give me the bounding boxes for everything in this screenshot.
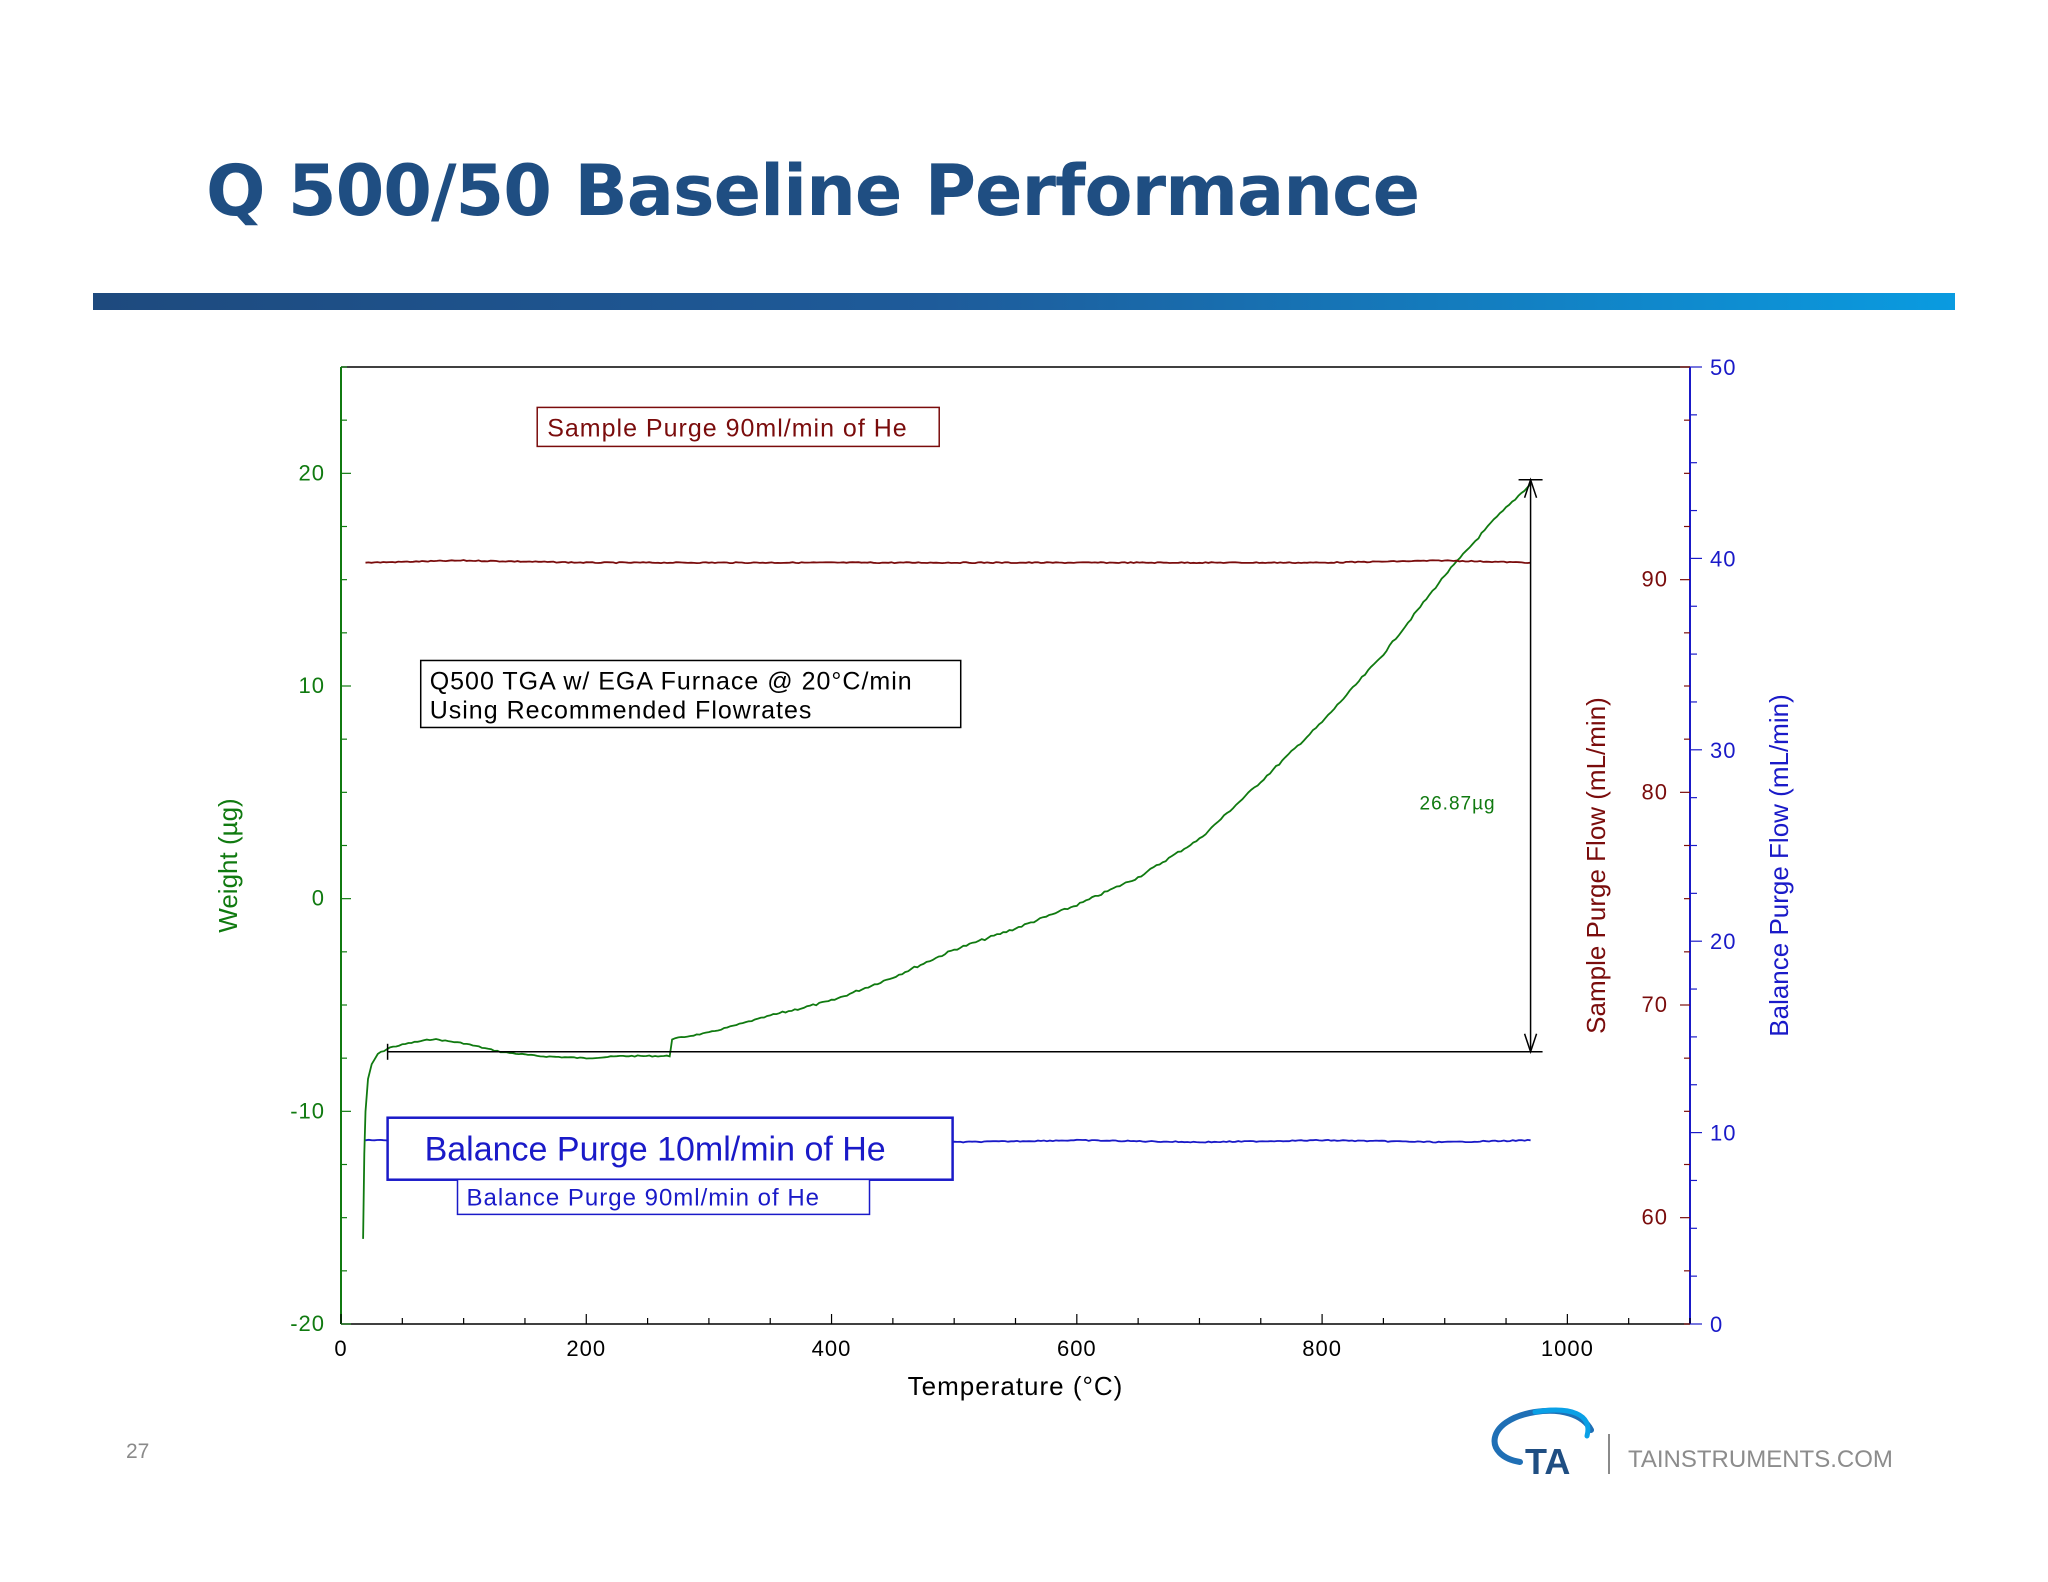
ta-logo-icon: TA (1491, 1407, 1594, 1482)
title-underline-bar (93, 293, 1955, 310)
balance-purge-10-label-text: Balance Purge 10ml/min of He (425, 1131, 886, 1169)
x-tick-label: 400 (812, 1336, 852, 1361)
y-sample-tick-label: 90 (1642, 567, 1668, 592)
measurement-label: 26.87µg (1420, 793, 1496, 814)
y-left-tick-label: 20 (299, 460, 325, 485)
y-left-tick-label: 0 (312, 886, 325, 911)
furnace-note-line: Q500 TGA w/ EGA Furnace @ 20°C/min (430, 667, 913, 695)
x-tick-label: 600 (1057, 1336, 1097, 1361)
y-balance-tick-label: 10 (1710, 1121, 1736, 1146)
furnace-note-box (419, 659, 962, 729)
y-balance-tick-label: 50 (1710, 355, 1736, 380)
x-tick-label: 800 (1302, 1336, 1342, 1361)
y-balance-tick-label: 20 (1710, 929, 1736, 954)
y-balance-tick-label: 0 (1710, 1312, 1723, 1337)
series-line-weight (362, 483, 1532, 1239)
balance-purge-90-label-box (456, 1178, 871, 1216)
x-axis-title: Temperature (°C) (908, 1371, 1124, 1401)
y-balance-tick-label: 30 (1710, 738, 1736, 763)
y-balance-tick-label: 40 (1710, 546, 1736, 571)
measurement-arrowhead-top (1523, 477, 1538, 498)
y-left-tick-label: -20 (290, 1311, 325, 1336)
y-sample-tick-label: 60 (1642, 1205, 1668, 1230)
sample-purge-label-text: Sample Purge 90ml/min of He (547, 414, 907, 442)
logo-mark-text: TA (1525, 1441, 1570, 1482)
sample-purge-label-box (536, 406, 940, 448)
balance-purge-10-label-box (386, 1116, 954, 1181)
logo-divider (1608, 1434, 1610, 1474)
series-line-sample-purge-flow (365, 559, 1531, 565)
logo-website: TAINSTRUMENTS.COM (1628, 1446, 1893, 1473)
x-tick-label: 0 (334, 1336, 347, 1361)
page-number: 27 (126, 1440, 150, 1463)
y-sample-tick-label: 70 (1642, 992, 1668, 1017)
y-balance-axis-title: Balance Purge Flow (mL/min) (1764, 694, 1794, 1036)
y-left-tick-label: -10 (290, 1098, 325, 1123)
y-left-tick-label: 10 (299, 673, 325, 698)
balance-purge-90-label-text: Balance Purge 90ml/min of He (467, 1184, 820, 1211)
ta-instruments-logo: TA TAINSTRUMENTS.COM (1475, 1400, 2015, 1490)
slide-title: Q 500/50 Baseline Performance (206, 150, 1420, 232)
y-sample-tick-label: 80 (1642, 779, 1668, 804)
x-tick-label: 200 (566, 1336, 606, 1361)
x-tick-label: 1000 (1541, 1336, 1594, 1361)
y-sample-axis-title: Sample Purge Flow (mL/min) (1581, 697, 1611, 1034)
measurement-arrowhead-bottom (1523, 1033, 1538, 1055)
y-left-axis-title: Weight (µg) (213, 798, 243, 932)
furnace-note-line: Using Recommended Flowrates (430, 696, 813, 724)
